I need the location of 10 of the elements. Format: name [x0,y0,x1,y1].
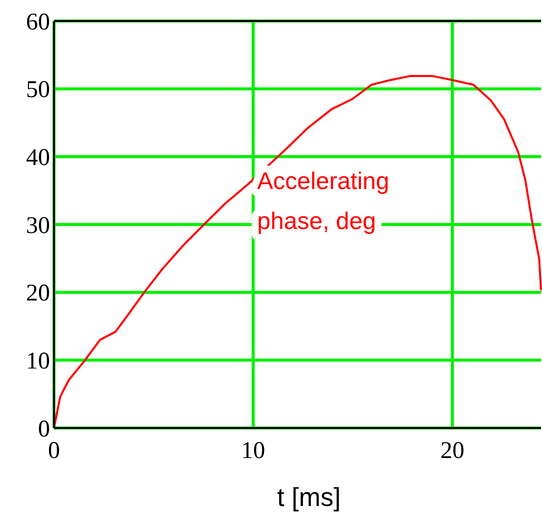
y-tick-label: 30 [26,212,50,239]
x-tick-label: 10 [241,438,266,464]
y-tick-label: 0 [38,416,50,442]
y-tick-label: 20 [26,280,50,307]
x-tick-label: 20 [440,438,464,464]
y-tick-label: 50 [26,77,50,104]
y-tick-label: 40 [26,145,50,172]
y-tick-label: 10 [26,348,50,375]
y-tick-label: 60 [26,9,50,36]
x-axis-title: t [ms] [277,482,341,512]
